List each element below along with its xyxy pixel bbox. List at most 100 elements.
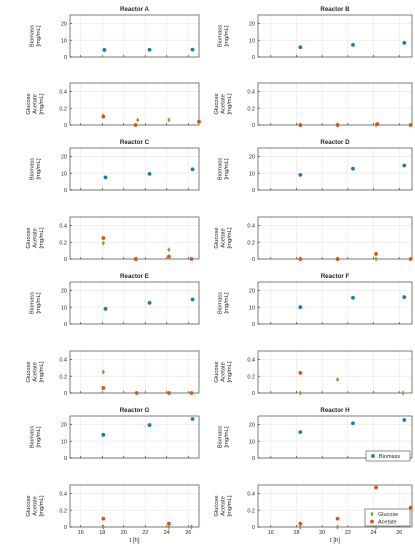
data-point-biomass [103, 175, 108, 180]
y-axis-label: Glucose [26, 227, 32, 248]
y-axis-label: [mg/mL] [227, 361, 233, 382]
data-point-acetate [374, 485, 378, 490]
y-axis-label: Biomass [217, 426, 223, 448]
y-tick-label: 20 [61, 22, 67, 28]
y-axis-label: [mg/mL] [36, 158, 42, 179]
legend-label: Biomass [379, 454, 400, 460]
data-point-acetate [335, 257, 340, 261]
y-tick-label: 20 [61, 423, 67, 429]
y-tick-label: 0 [252, 123, 255, 129]
y-axis-label: [mg/mL] [224, 426, 230, 447]
data-point-biomass [298, 45, 303, 50]
data-point-acetate [408, 505, 413, 510]
data-point-acetate [408, 123, 413, 127]
data-point-acetate [335, 516, 340, 521]
data-point-glucose [298, 524, 302, 530]
axes-frame [257, 484, 413, 528]
axes-frame [69, 484, 200, 528]
y-tick-label: 20 [249, 423, 255, 429]
y-tick-label: 10 [249, 305, 255, 311]
x-axis-label: t [h] [330, 538, 340, 544]
y-tick-label: 0 [64, 123, 67, 129]
data-point-glucose [101, 369, 105, 375]
data-point-biomass [103, 306, 108, 311]
data-point-glucose [189, 524, 194, 530]
legend-box [365, 450, 411, 462]
x-tick-label: 24 [164, 530, 170, 536]
data-point-acetate [197, 119, 201, 124]
y-tick-label: 10 [249, 38, 255, 44]
y-axis-label: Acetate [33, 94, 39, 114]
data-point-acetate [133, 257, 138, 261]
x-tick-label: 26 [396, 530, 402, 536]
reactor-title: Reactor B [320, 6, 350, 13]
data-point-acetate [167, 254, 171, 259]
y-axis-label: [mg/mL] [39, 227, 45, 248]
axes-frame [69, 350, 200, 394]
data-point-glucose [401, 390, 405, 396]
data-point-biomass [190, 297, 195, 302]
y-axis-label: [mg/mL] [224, 25, 230, 46]
data-point-acetate [189, 257, 194, 261]
axes-substrate-4: 0 0.2 0.4 Glucose Acetate [mg/mL] [26, 350, 200, 397]
axes-frame [257, 216, 413, 260]
data-point-biomass [351, 421, 355, 426]
data-point-glucose [335, 524, 340, 530]
y-tick-label: 0.4 [59, 492, 67, 498]
y-axis-label: [mg/mL] [227, 495, 233, 516]
data-point-acetate [167, 521, 171, 526]
y-axis-label: [mg/mL] [39, 495, 45, 516]
data-point-glucose [101, 524, 105, 530]
data-point-biomass [402, 418, 407, 422]
y-axis-label: Glucose [26, 93, 32, 114]
y-tick-label: 0 [64, 391, 67, 397]
x-tick-label: 18 [293, 530, 299, 536]
legend-label: Acetate [378, 520, 397, 526]
data-point-acetate [189, 391, 194, 395]
data-point-glucose [167, 524, 171, 530]
data-point-acetate [101, 386, 106, 390]
axes-frame [69, 147, 200, 191]
x-tick-label: 16 [78, 530, 84, 536]
y-tick-label: 0 [64, 55, 67, 61]
data-point-biomass [190, 167, 195, 172]
y-tick-label: 20 [249, 289, 255, 295]
data-point-biomass [402, 163, 407, 168]
data-point-glucose [167, 117, 171, 123]
y-tick-label: 20 [61, 289, 67, 295]
legend-marker-acetate [370, 519, 374, 524]
x-tick-label: 20 [319, 530, 325, 536]
axes-substrate-3: 0 0.2 0.4 Glucose Acetate [mg/mL] [214, 216, 413, 263]
y-axis-label: [mg/mL] [224, 158, 230, 179]
y-axis-label: [mg/mL] [39, 361, 45, 382]
y-axis-label: Acetate [221, 496, 227, 516]
y-tick-label: 0 [252, 391, 255, 397]
axes-substrate-0: 0 0.2 0.4 Glucose Acetate [mg/mL] [26, 82, 201, 129]
y-tick-label: 10 [61, 439, 67, 445]
y-axis-label: [mg/mL] [39, 93, 45, 114]
data-point-acetate [298, 123, 303, 127]
reactor-title: Reactor E [120, 273, 149, 280]
legend-glucose-acetate: Glucose Acetate [364, 508, 411, 527]
data-point-acetate [101, 516, 106, 521]
data-point-acetate [101, 114, 106, 119]
data-point-acetate [335, 123, 340, 127]
data-point-acetate [298, 370, 303, 375]
reactor-title: Reactor F [321, 273, 350, 280]
data-point-acetate [374, 252, 378, 256]
data-point-biomass [190, 417, 195, 421]
y-axis-label: Biomass [217, 292, 223, 314]
data-point-biomass [102, 48, 107, 52]
axes-frame [69, 14, 200, 58]
axes-frame [69, 415, 200, 459]
y-axis-label: Acetate [33, 496, 39, 516]
y-axis-label: [mg/mL] [36, 292, 42, 313]
data-point-glucose [374, 256, 378, 262]
data-point-biomass [351, 43, 355, 47]
y-tick-label: 0 [64, 456, 67, 462]
y-axis-label: Acetate [221, 94, 227, 114]
axes-frame [69, 216, 200, 260]
y-tick-label: 0 [64, 188, 67, 194]
y-tick-label: 10 [249, 171, 255, 177]
